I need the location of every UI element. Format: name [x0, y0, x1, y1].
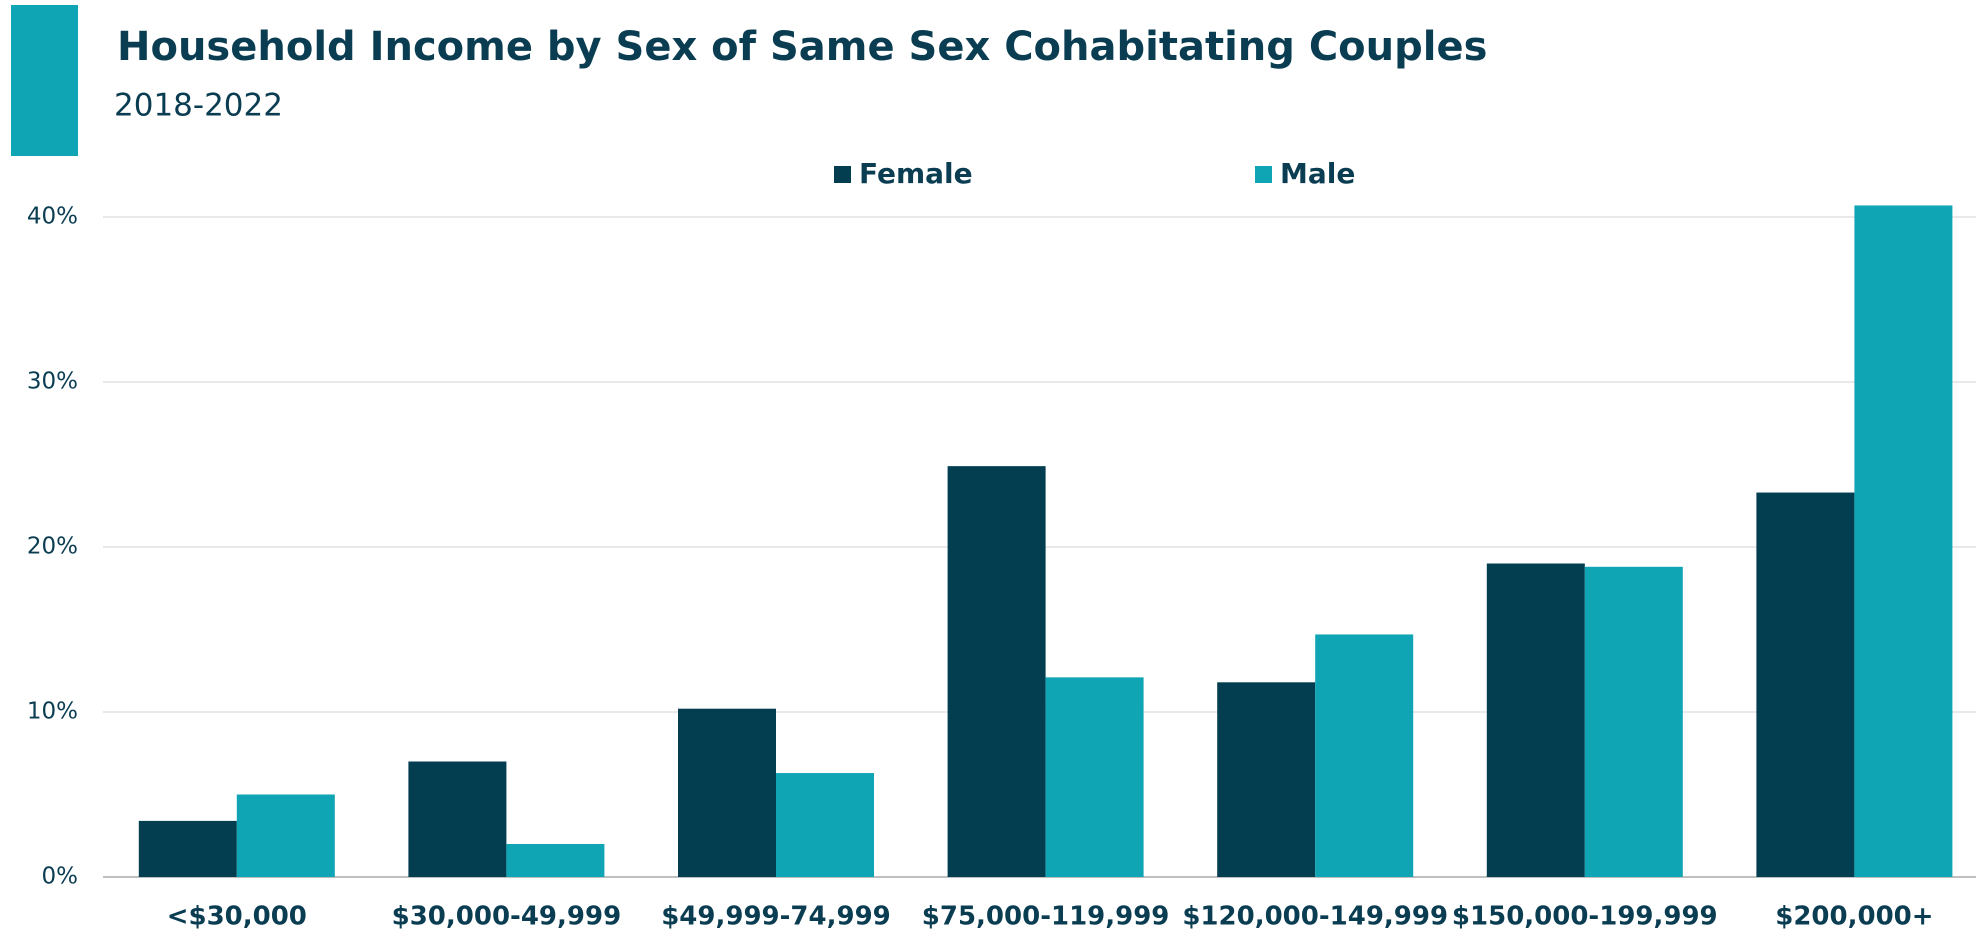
accent-bar: [11, 5, 78, 156]
y-tick-label: 20%: [27, 534, 78, 560]
bar: [408, 761, 507, 877]
bar: [138, 820, 237, 877]
x-tick-label: $150,000-199,999: [1452, 902, 1718, 932]
x-tick-label: $75,000-119,999: [922, 902, 1170, 932]
bar: [1045, 677, 1144, 877]
x-tick-label: $200,000+: [1775, 902, 1933, 932]
bar: [776, 773, 874, 877]
bar: [1584, 566, 1683, 877]
y-tick-label: 40%: [27, 204, 78, 230]
bar: [1756, 492, 1855, 877]
bar: [1315, 634, 1414, 877]
bar: [236, 794, 335, 877]
y-tick-label: 30%: [27, 369, 78, 395]
chart-subtitle: 2018-2022: [114, 88, 283, 124]
x-tick-label: $30,000-49,999: [392, 902, 622, 932]
x-tick-label: $120,000-149,999: [1182, 902, 1448, 932]
bar: [1217, 682, 1316, 877]
legend-label: Male: [1280, 157, 1355, 190]
bar: [506, 844, 605, 877]
bar: [678, 708, 776, 877]
legend-swatch: [834, 166, 851, 183]
y-tick-label: 10%: [27, 699, 78, 725]
x-tick-label: $49,999-74,999: [661, 902, 891, 932]
bar: [1486, 563, 1585, 877]
y-tick-label: 0%: [42, 864, 79, 890]
x-tick-label: <$30,000: [167, 902, 307, 932]
bar: [947, 466, 1046, 877]
legend-swatch: [1255, 166, 1272, 183]
bar: [1854, 205, 1953, 877]
legend-label: Female: [859, 157, 973, 190]
chart-title: Household Income by Sex of Same Sex Coha…: [117, 24, 1487, 70]
